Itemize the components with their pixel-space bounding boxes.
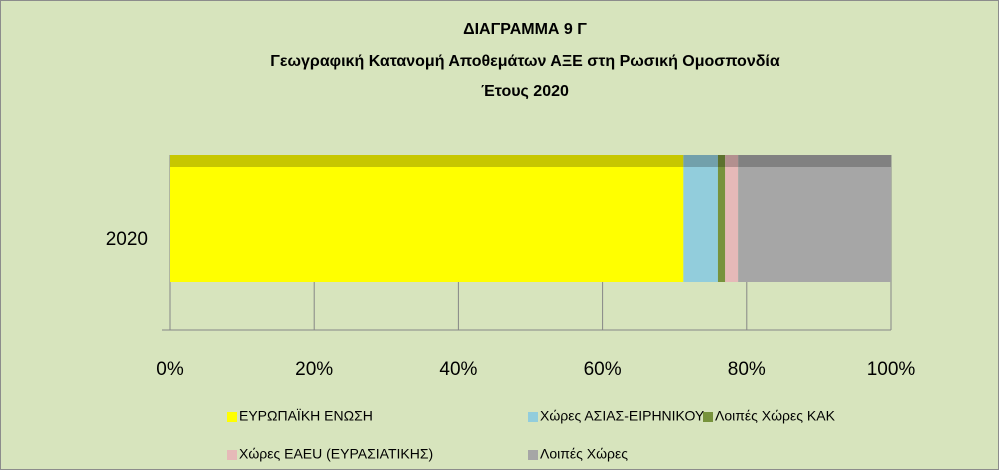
- x-tick-label: 100%: [867, 359, 916, 380]
- x-tick-label: 20%: [295, 359, 333, 380]
- legend-swatch: [528, 450, 538, 460]
- bar-top: [738, 155, 891, 167]
- legend-label: Χώρες ΑΣΙΑΣ-ΕΙΡΗΝΙΚΟΥ: [540, 408, 705, 424]
- y-tick-label: 2020: [106, 229, 148, 250]
- chart-title: Γεωγραφική Κατανομή Αποθεμάτων ΑΞΕ στη Ρ…: [270, 53, 780, 70]
- legend-swatch: [227, 450, 237, 460]
- bar: [717, 167, 726, 282]
- legend-label: Λοιπές Χώρες ΚΑΚ: [715, 408, 836, 424]
- bar-top-shade: [738, 155, 891, 167]
- bar: [725, 167, 739, 282]
- legend-label: Χώρες ΕΑEU (ΕΥΡΑΣΙΑΤΙΚΗΣ): [239, 446, 433, 462]
- legend-swatch: [227, 412, 237, 422]
- chart-title: ΔΙΑΓΡΑΜΜΑ 9 Γ: [463, 21, 587, 38]
- bar-top: [717, 155, 726, 167]
- bar-top: [683, 155, 718, 167]
- bar-top: [725, 155, 739, 167]
- x-tick-label: 0%: [156, 359, 184, 380]
- legend-label: Λοιπές Χώρες: [540, 446, 628, 462]
- bar-top-shade: [725, 155, 739, 167]
- bar-top-shade: [170, 155, 684, 167]
- legend-swatch: [528, 412, 538, 422]
- bar-top-shade: [683, 155, 718, 167]
- legend-swatch: [703, 412, 713, 422]
- x-tick-label: 40%: [439, 359, 477, 380]
- bar: [738, 167, 891, 282]
- bar: [683, 167, 718, 282]
- bar: [170, 167, 684, 282]
- x-tick-label: 80%: [728, 359, 766, 380]
- legend-label: ΕΥΡΩΠΑΪΚΗ ΕΝΩΣΗ: [239, 408, 373, 424]
- bar-top: [170, 155, 684, 167]
- chart-title: Έτους 2020: [481, 83, 569, 100]
- x-tick-label: 60%: [584, 359, 622, 380]
- bar-top-shade: [717, 155, 726, 167]
